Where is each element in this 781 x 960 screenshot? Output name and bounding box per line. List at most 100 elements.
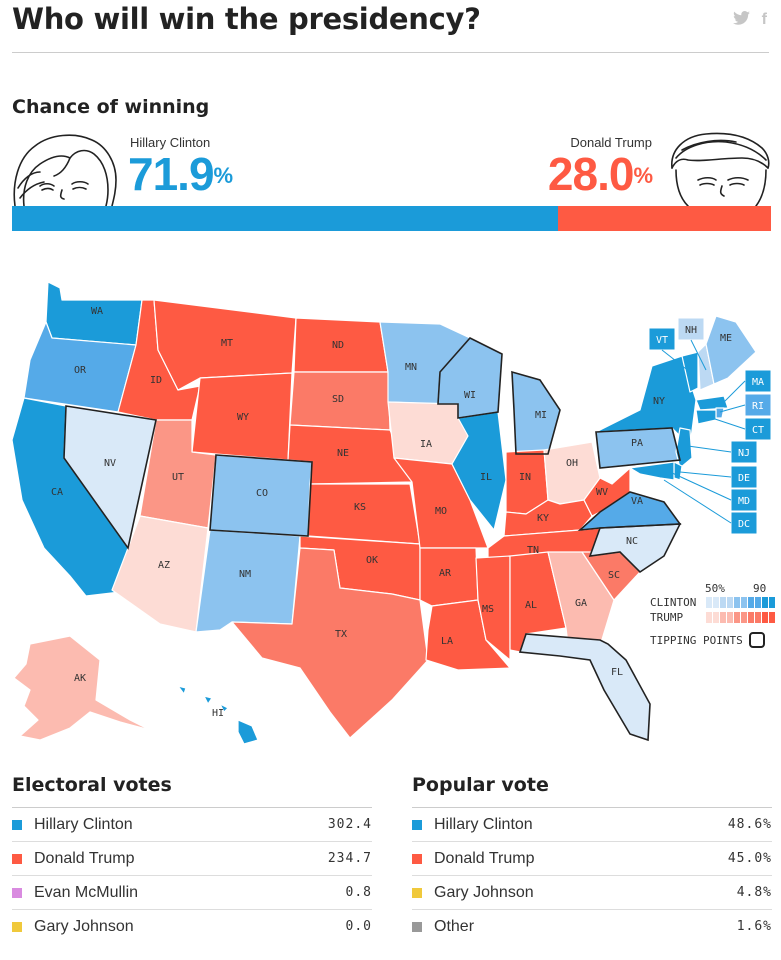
johnson-swatch xyxy=(412,887,422,898)
state-label: WI xyxy=(464,390,476,401)
state-label: MI xyxy=(535,410,547,421)
legend-low: 50% xyxy=(705,582,725,595)
legend-swatch xyxy=(748,597,754,608)
state-label: OR xyxy=(74,365,87,376)
state-label: CA xyxy=(51,487,63,498)
state-ma[interactable] xyxy=(695,395,729,411)
trump-portrait xyxy=(671,132,770,206)
state-label: DC xyxy=(738,519,750,530)
state-label: NM xyxy=(239,569,251,580)
table-row: Hillary Clinton 302.4 xyxy=(12,808,372,842)
tipping-point-icon xyxy=(748,632,765,648)
legend-swatch xyxy=(713,597,719,608)
state-label: WV xyxy=(596,487,608,498)
state-label: OK xyxy=(366,555,378,566)
tipping-point-outline xyxy=(437,337,503,419)
state-wv[interactable] xyxy=(583,467,631,517)
state-tx[interactable] xyxy=(231,547,429,739)
legend-swatch xyxy=(762,612,768,623)
connector-line xyxy=(663,479,732,524)
legend-swatch xyxy=(741,612,747,623)
connector-line xyxy=(690,339,707,371)
state-me[interactable] xyxy=(705,315,757,385)
facebook-icon[interactable]: f xyxy=(761,10,767,28)
state-label: FL xyxy=(611,667,623,678)
state-label: WA xyxy=(91,306,103,317)
table-row: Evan McMullin 0.8 xyxy=(12,876,372,910)
state-label: TX xyxy=(335,629,347,640)
state-label: CO xyxy=(256,488,268,499)
state-ks[interactable] xyxy=(307,483,421,545)
candidate-name: Gary Johnson xyxy=(434,883,534,901)
table-row: Other 1.6% xyxy=(412,910,772,943)
popular-value: 4.8% xyxy=(736,885,772,900)
table-row: Gary Johnson 0.0 xyxy=(12,910,372,943)
state-label: ND xyxy=(332,340,344,351)
tipping-point-outline xyxy=(595,427,682,469)
state-label: VT xyxy=(656,335,668,346)
table-row: Gary Johnson 4.8% xyxy=(412,876,772,910)
electoral-heading: Electoral votes xyxy=(12,775,372,808)
tipping-point-outline xyxy=(209,454,313,537)
legend-swatch xyxy=(727,612,733,623)
mcmullin-swatch xyxy=(12,887,22,898)
tipping-point-outline xyxy=(577,491,682,532)
state-label: IL xyxy=(480,472,492,483)
state-label: DE xyxy=(738,473,750,484)
chance-bar xyxy=(12,206,771,231)
tipping-point-outline xyxy=(518,633,651,742)
connector-line xyxy=(705,415,746,430)
clinton-chance-unit: % xyxy=(213,163,234,188)
johnson-swatch xyxy=(12,921,22,932)
state-label: MN xyxy=(405,362,417,373)
popular-value: 48.6% xyxy=(727,817,772,832)
state-label: TN xyxy=(527,545,539,556)
legend-swatch xyxy=(727,597,733,608)
legend-trump-scale xyxy=(706,612,776,623)
state-label: HI xyxy=(212,708,224,719)
state-fl[interactable] xyxy=(519,633,651,741)
state-md[interactable] xyxy=(629,461,675,481)
legend-swatch xyxy=(720,597,726,608)
state-label: AK xyxy=(74,673,86,684)
twitter-icon[interactable] xyxy=(732,10,750,29)
state-hi[interactable] xyxy=(177,685,259,745)
state-ak[interactable] xyxy=(13,635,151,741)
state-label: NC xyxy=(626,536,638,547)
legend-swatch xyxy=(706,597,712,608)
trump-chance-value: 28.0 xyxy=(547,148,635,200)
state-ms[interactable] xyxy=(475,555,511,661)
state-ct[interactable] xyxy=(695,409,717,425)
state-label: CT xyxy=(752,425,764,436)
state-il[interactable] xyxy=(451,411,507,531)
legend-swatch xyxy=(755,597,761,608)
legend-swatch xyxy=(706,612,712,623)
legend-tipping-label: TIPPING POINTS xyxy=(650,633,743,647)
table-row: Hillary Clinton 48.6% xyxy=(412,808,772,842)
legend-swatch xyxy=(720,612,726,623)
state-label: ID xyxy=(150,375,162,386)
electoral-value: 0.8 xyxy=(345,885,372,900)
state-nj[interactable] xyxy=(675,427,693,469)
state-nm[interactable] xyxy=(195,529,301,633)
state-ri[interactable] xyxy=(715,407,725,419)
state-label: UT xyxy=(172,472,184,483)
legend-swatch xyxy=(734,597,740,608)
map-legend: 50% 90 CLINTON TRUMP TIPPING POINTS xyxy=(650,582,776,648)
chance-bar-trump xyxy=(557,206,771,231)
state-ia[interactable] xyxy=(387,401,469,465)
tipping-point-outline xyxy=(511,370,561,455)
table-row: Donald Trump 234.7 xyxy=(12,842,372,876)
electoral-value: 0.0 xyxy=(345,919,372,934)
popular-value: 1.6% xyxy=(736,919,772,934)
clinton-swatch xyxy=(12,819,22,830)
legend-swatch xyxy=(713,612,719,623)
legend-swatch xyxy=(762,597,768,608)
electoral-value: 302.4 xyxy=(327,817,372,832)
clinton-name: Hillary Clinton xyxy=(130,135,211,150)
connector-line xyxy=(723,380,746,403)
connector-line xyxy=(719,404,746,413)
state-label: AR xyxy=(439,568,452,579)
state-label: KY xyxy=(537,513,549,524)
legend-clinton-scale xyxy=(706,597,776,608)
